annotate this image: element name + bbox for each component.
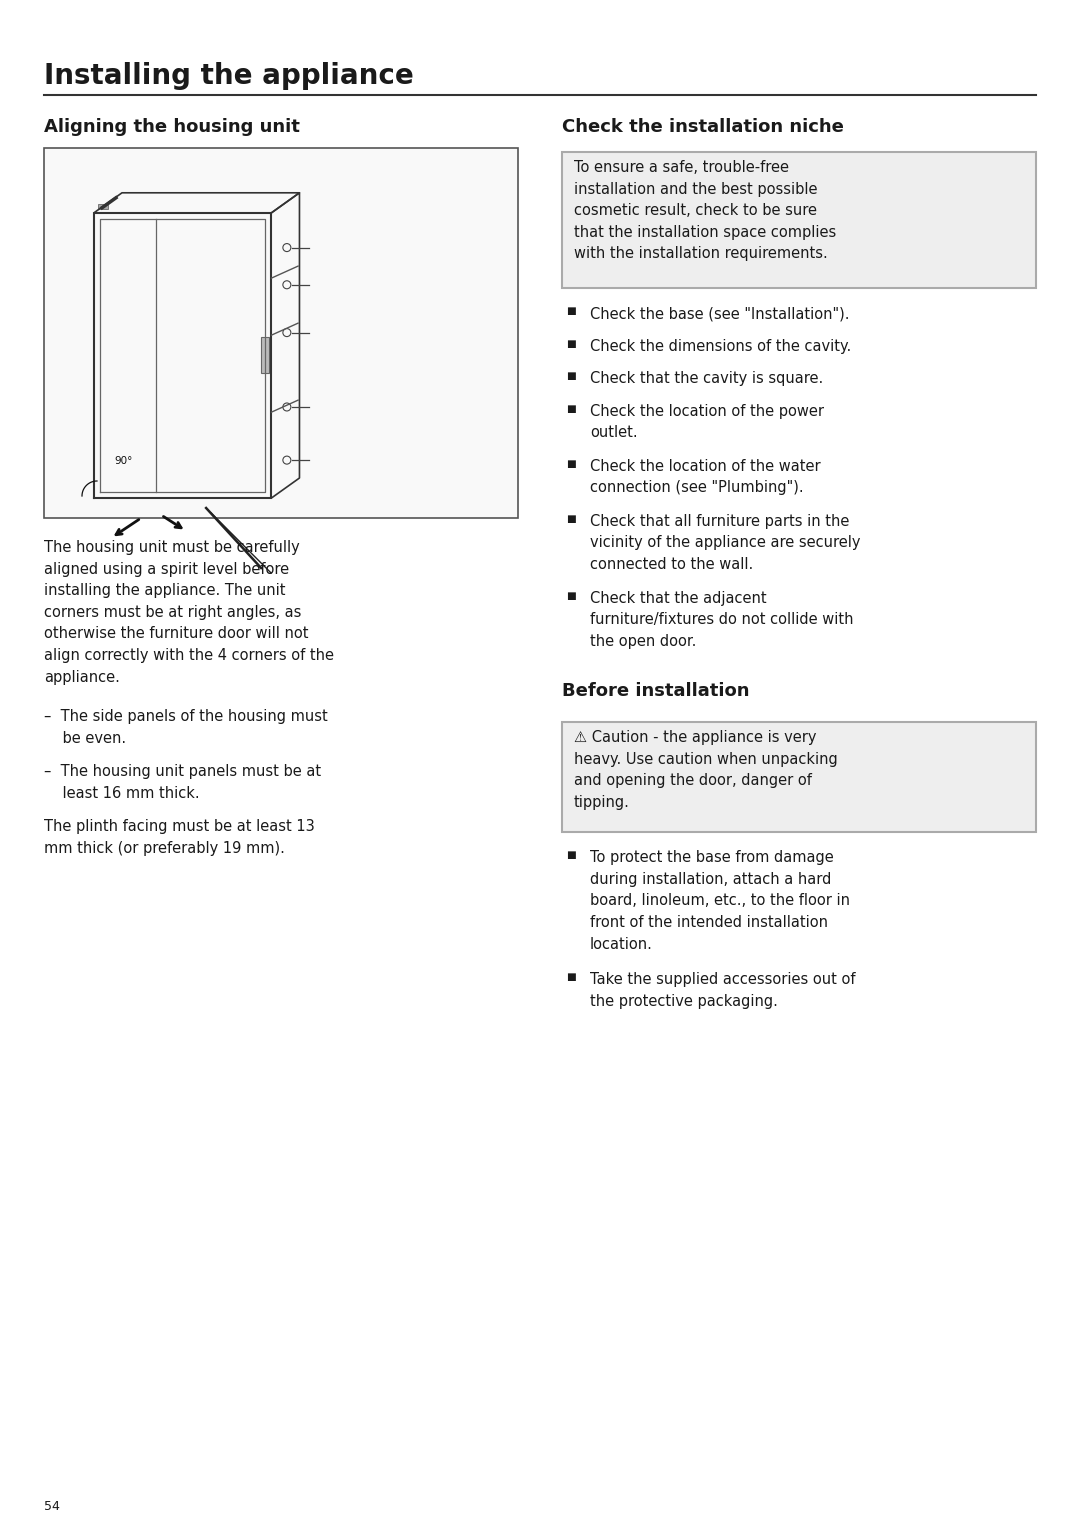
Circle shape: [283, 564, 297, 578]
Circle shape: [270, 553, 282, 566]
Text: Check the installation niche: Check the installation niche: [562, 118, 843, 136]
Bar: [562, 722, 1036, 832]
Text: ■: ■: [566, 590, 576, 601]
Text: ⚠ Caution - the appliance is very
heavy. Use caution when unpacking
and opening : ⚠ Caution - the appliance is very heavy.…: [573, 731, 838, 810]
Text: –  The housing unit panels must be at
    least 16 mm thick.: – The housing unit panels must be at lea…: [44, 764, 321, 801]
Text: ■: ■: [566, 514, 576, 523]
Text: To ensure a safe, trouble-free
installation and the best possible
cosmetic resul: To ensure a safe, trouble-free installat…: [573, 161, 836, 261]
Bar: [44, 148, 518, 518]
Text: ■: ■: [566, 459, 576, 468]
Text: 90°: 90°: [114, 456, 133, 466]
Text: Check the location of the water
connection (see "Plumbing").: Check the location of the water connecti…: [590, 459, 821, 495]
Text: ■: ■: [566, 850, 576, 861]
Text: Check that the cavity is square.: Check that the cavity is square.: [590, 372, 823, 387]
Circle shape: [279, 557, 293, 570]
Text: 54: 54: [44, 1500, 59, 1514]
Text: The plinth facing must be at least 13
mm thick (or preferably 19 mm).: The plinth facing must be at least 13 mm…: [44, 820, 314, 856]
Text: Aligning the housing unit: Aligning the housing unit: [44, 118, 300, 136]
Circle shape: [270, 567, 286, 583]
Text: Check that the adjacent
furniture/fixtures do not collide with
the open door.: Check that the adjacent furniture/fixtur…: [590, 590, 853, 650]
Text: Before installation: Before installation: [562, 682, 750, 700]
Text: ■: ■: [566, 972, 576, 983]
Bar: [98, 203, 108, 209]
Text: Check the dimensions of the cavity.: Check the dimensions of the cavity.: [590, 339, 851, 353]
Bar: [562, 151, 1036, 289]
Text: Check the location of the power
outlet.: Check the location of the power outlet.: [590, 404, 824, 440]
Text: Installing the appliance: Installing the appliance: [44, 63, 414, 90]
Text: ■: ■: [566, 306, 576, 317]
Text: –  The side panels of the housing must
    be even.: – The side panels of the housing must be…: [44, 709, 327, 746]
Bar: [261, 338, 270, 373]
Circle shape: [267, 561, 279, 573]
Text: Check the base (see "Installation").: Check the base (see "Installation").: [590, 306, 850, 321]
Text: ■: ■: [566, 404, 576, 414]
Text: ■: ■: [566, 339, 576, 349]
Text: ■: ■: [566, 372, 576, 381]
Text: To protect the base from damage
during installation, attach a hard
board, linole: To protect the base from damage during i…: [590, 850, 850, 951]
Text: The housing unit must be carefully
aligned using a spirit level before
installin: The housing unit must be carefully align…: [44, 540, 334, 685]
Text: Take the supplied accessories out of
the protective packaging.: Take the supplied accessories out of the…: [590, 972, 855, 1009]
Text: Check that all furniture parts in the
vicinity of the appliance are securely
con: Check that all furniture parts in the vi…: [590, 514, 861, 572]
